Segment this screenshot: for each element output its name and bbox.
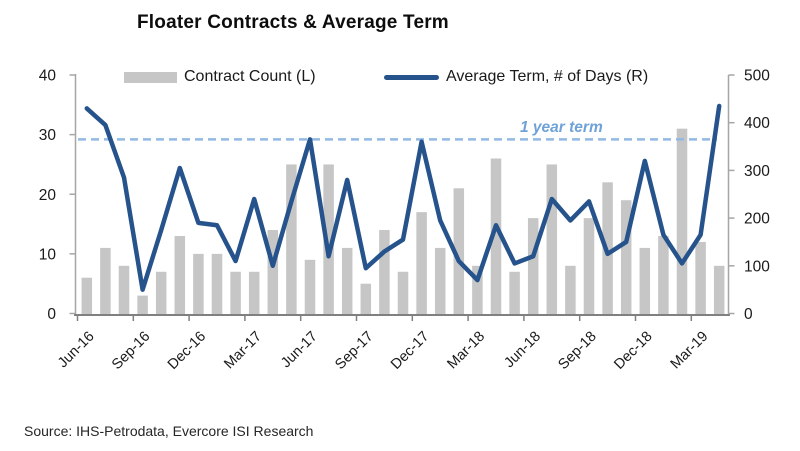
legend-bar-label: Contract Count (L) (184, 68, 316, 85)
average-term-line (84, 103, 722, 292)
bar-Oct-16 (155, 271, 167, 315)
bar-Jan-17 (211, 253, 223, 315)
right-axis-label: 0 (744, 306, 753, 323)
line-swatch-icon (384, 74, 439, 80)
bar-Feb-18 (453, 188, 465, 315)
right-axis-label: 300 (744, 163, 770, 180)
bar-Sep-17 (360, 283, 372, 315)
bar-Jul-17 (323, 164, 334, 315)
bar-May-17 (286, 164, 297, 315)
bar-Apr-17 (267, 230, 279, 315)
bar-Mar-19 (695, 241, 706, 315)
x-axis-label: Sep-17 (332, 329, 376, 373)
bar-Dec-18 (639, 247, 651, 315)
bar-Oct-17 (379, 230, 390, 315)
x-axis-label: Jun-16 (55, 329, 98, 372)
x-axis-label: Sep-18 (555, 329, 599, 373)
bar-Dec-16 (193, 253, 204, 315)
bar-Jun-16 (81, 277, 93, 315)
bar-Dec-17 (416, 212, 427, 315)
right-axis-label: 400 (744, 115, 770, 132)
x-axis-label: Jun-18 (501, 329, 544, 372)
left-axis-label: 40 (39, 68, 57, 85)
bar-swatch-icon (124, 71, 177, 83)
legend-item-average-term: Average Term, # of Days (R) (384, 68, 648, 86)
right-axis-label: 200 (744, 211, 770, 228)
x-axis-label: Dec-17 (388, 329, 432, 373)
bar-Mar-18 (472, 265, 483, 315)
x-axis-label: Dec-16 (165, 329, 209, 373)
left-axis-label: 20 (39, 187, 57, 204)
bar-Jun-18 (527, 218, 539, 315)
bar-Mar-17 (248, 271, 260, 315)
x-axis-label: Mar-19 (668, 329, 712, 373)
one-year-term-label: 1 year term (520, 119, 603, 136)
right-axis-label: 500 (744, 68, 770, 85)
x-axis-label: Mar-17 (221, 329, 265, 373)
right-axis-label: 100 (744, 258, 770, 275)
bar-Jan-19 (658, 235, 669, 315)
bar-Jun-17 (304, 259, 316, 315)
left-axis-label: 30 (39, 127, 57, 144)
legend-item-contract-count: Contract Count (L) (124, 68, 316, 86)
source-note: Source: IHS-Petrodata, Evercore ISI Rese… (24, 423, 314, 439)
bar-Nov-17 (397, 271, 409, 315)
bar-Aug-16 (118, 265, 130, 315)
bar-Feb-19 (676, 128, 688, 315)
chart-title: Floater Contracts & Average Term (137, 12, 449, 33)
bar-Nov-18 (620, 200, 632, 315)
bar-Aug-18 (565, 265, 576, 315)
bar-Nov-16 (174, 235, 186, 315)
bar-May-18 (509, 271, 520, 315)
bar-Apr-18 (490, 158, 502, 315)
left-axis-label: 0 (47, 306, 56, 323)
bar-Apr-19 (713, 265, 725, 315)
x-axis-label: Dec-18 (611, 329, 655, 373)
bar-Sep-16 (137, 295, 148, 315)
legend-line-label: Average Term, # of Days (R) (446, 68, 649, 85)
x-axis-label: Mar-18 (444, 329, 488, 373)
bar-Jan-18 (434, 247, 446, 315)
x-axis-label: Sep-16 (109, 329, 153, 373)
bar-Sep-18 (583, 218, 595, 315)
left-axis-label: 10 (39, 246, 57, 263)
bar-Feb-17 (230, 271, 241, 315)
bar-Jul-18 (546, 164, 558, 315)
x-axis-label: Jun-17 (278, 329, 321, 372)
bar-Aug-17 (341, 247, 353, 315)
bar-Jul-16 (100, 247, 111, 315)
